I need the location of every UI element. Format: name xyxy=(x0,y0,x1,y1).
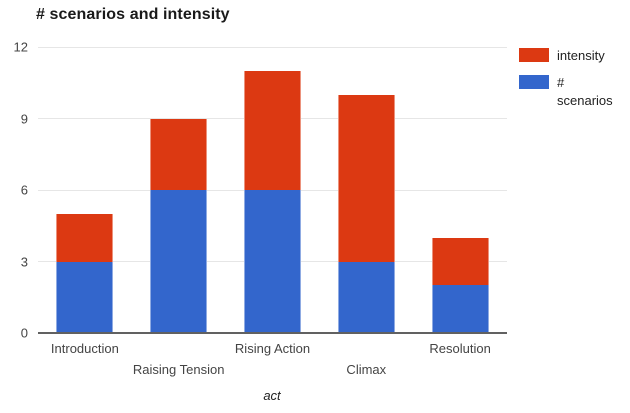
bar-segment-scenarios-raising-tension[interactable] xyxy=(150,190,208,333)
y-axis-tick-label: 9 xyxy=(20,111,28,126)
legend-item-scenarios: # scenarios xyxy=(519,74,615,110)
gridline xyxy=(38,46,507,48)
bar-segment-intensity-resolution[interactable] xyxy=(431,237,489,286)
x-axis-category-label: Resolution xyxy=(429,341,491,356)
legend-item-intensity: intensity xyxy=(519,47,615,65)
y-axis-tick-label: 3 xyxy=(20,254,28,269)
x-axis-category-label: Climax xyxy=(346,362,387,377)
x-axis-category-label: Introduction xyxy=(50,341,119,356)
legend-label-scenarios: # scenarios xyxy=(557,75,613,108)
legend-swatch-intensity xyxy=(519,48,549,62)
bar-segment-intensity-raising-tension[interactable] xyxy=(150,118,208,190)
bar-segment-scenarios-climax[interactable] xyxy=(337,261,395,333)
bar-segment-intensity-rising-action[interactable] xyxy=(244,70,301,190)
legend-swatch-scenarios xyxy=(519,75,549,89)
bar-segment-intensity-introduction[interactable] xyxy=(56,213,114,262)
legend-label-intensity: intensity xyxy=(557,48,605,63)
x-axis-baseline xyxy=(38,332,507,334)
bar-segment-scenarios-resolution[interactable] xyxy=(431,285,489,333)
chart-title: # scenarios and intensity xyxy=(36,6,230,23)
x-axis-category-label: Rising Action xyxy=(234,341,311,356)
y-axis-tick-label: 0 xyxy=(20,325,28,341)
x-axis-category-label: Raising Tension xyxy=(132,362,225,377)
y-axis-tick-label: 12 xyxy=(13,39,28,55)
x-axis-title: act xyxy=(263,388,281,403)
bar-segment-intensity-climax[interactable] xyxy=(337,94,395,262)
y-axis-tick-label: 6 xyxy=(20,182,28,198)
bar-segment-scenarios-introduction[interactable] xyxy=(56,261,114,333)
bar-segment-scenarios-rising-action[interactable] xyxy=(244,190,301,333)
legend: intensity # scenarios xyxy=(519,47,615,110)
plot-area xyxy=(38,46,507,334)
